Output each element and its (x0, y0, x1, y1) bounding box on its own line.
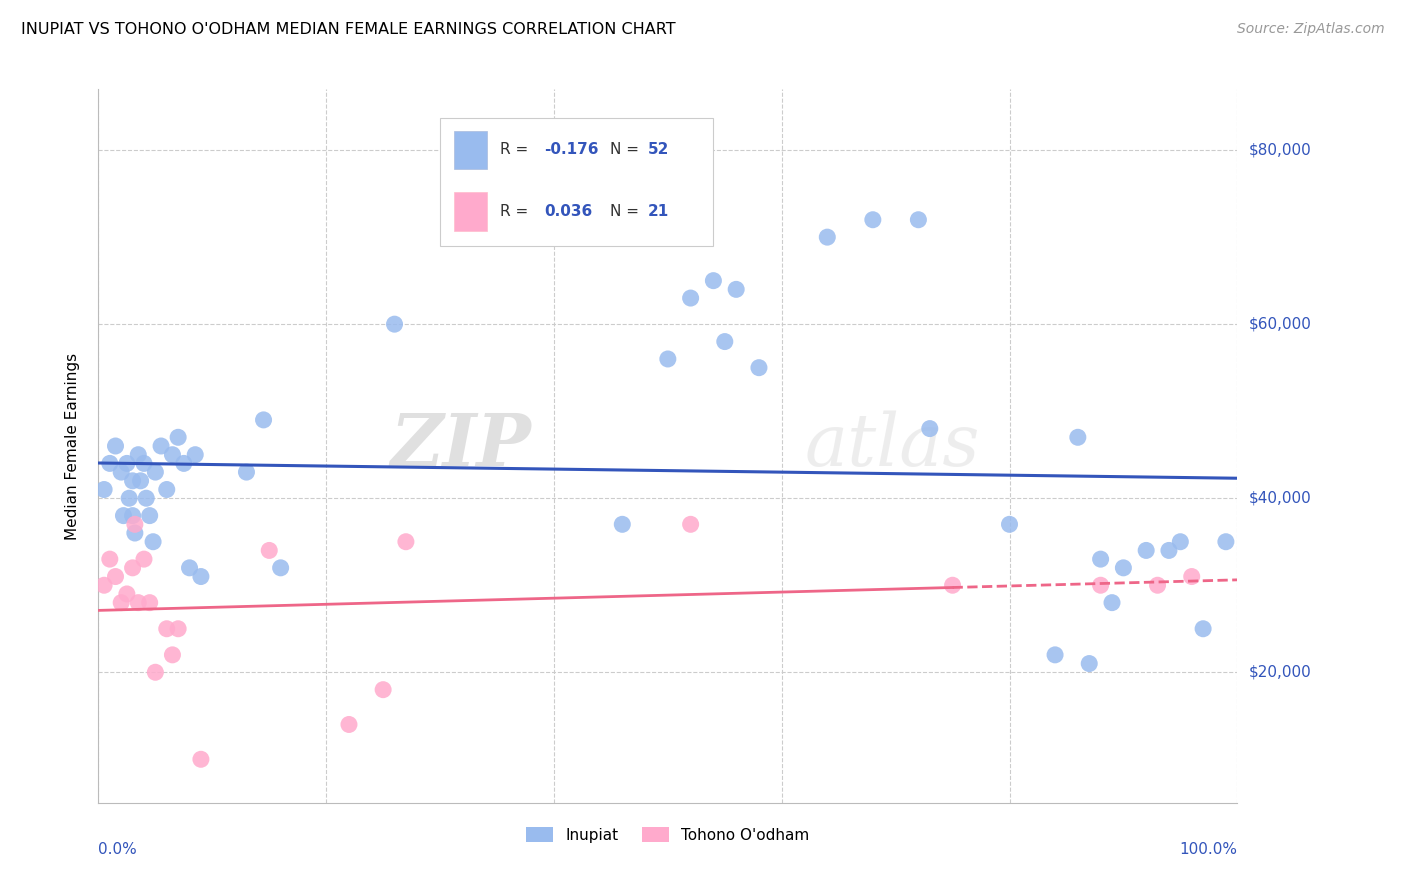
Point (1043, 648, 1066, 662)
Point (270, 561, 292, 575)
Point (1112, 561, 1135, 575)
Point (1090, 578, 1112, 592)
Point (138, 596, 160, 610)
Point (150, 439, 173, 453)
Point (1101, 596, 1123, 610)
Text: $40,000: $40,000 (1249, 491, 1312, 506)
Text: Source: ZipAtlas.com: Source: ZipAtlas.com (1237, 22, 1385, 37)
Y-axis label: Median Female Earnings: Median Female Earnings (65, 352, 80, 540)
Point (127, 596, 149, 610)
Point (138, 508, 160, 523)
Point (1181, 569, 1204, 583)
Point (1135, 543, 1157, 558)
Point (104, 569, 127, 583)
Point (162, 448, 184, 462)
Point (142, 534, 165, 549)
Point (1090, 552, 1112, 566)
Point (748, 360, 770, 375)
Point (156, 622, 179, 636)
Point (167, 622, 190, 636)
Point (145, 465, 167, 479)
Point (129, 474, 152, 488)
Point (115, 457, 138, 471)
Point (115, 587, 138, 601)
Point (942, 578, 965, 592)
Point (156, 483, 179, 497)
Point (127, 448, 149, 462)
Text: INUPIAT VS TOHONO O'ODHAM MEDIAN FEMALE EARNINGS CORRELATION CHART: INUPIAT VS TOHONO O'ODHAM MEDIAN FEMALE … (21, 22, 676, 37)
Point (1192, 622, 1215, 636)
Point (98, 552, 121, 566)
Point (337, 717, 360, 731)
Point (132, 457, 155, 471)
Text: atlas: atlas (804, 410, 980, 482)
Point (252, 413, 274, 427)
Text: 0.0%: 0.0% (98, 842, 138, 857)
Point (679, 291, 702, 305)
Text: $20,000: $20,000 (1249, 665, 1312, 680)
Point (162, 648, 184, 662)
Point (679, 517, 702, 532)
Point (135, 491, 157, 506)
Point (124, 526, 146, 541)
Point (714, 334, 737, 349)
Point (1157, 543, 1180, 558)
Point (179, 561, 201, 575)
Point (190, 752, 212, 766)
Point (121, 561, 143, 575)
Point (190, 569, 212, 583)
Text: $60,000: $60,000 (1249, 317, 1312, 332)
Point (862, 212, 884, 227)
Point (702, 274, 724, 288)
Point (121, 474, 143, 488)
Point (1067, 430, 1090, 444)
Text: ZIP: ZIP (391, 410, 531, 482)
Point (612, 517, 634, 532)
Point (173, 457, 195, 471)
Point (1170, 534, 1192, 549)
Point (93, 483, 115, 497)
Text: $80,000: $80,000 (1249, 143, 1312, 158)
Point (98, 457, 121, 471)
Point (725, 282, 748, 296)
Point (110, 596, 132, 610)
Point (184, 448, 207, 462)
Point (395, 534, 418, 549)
Point (907, 212, 929, 227)
Point (93, 578, 115, 592)
Point (235, 465, 257, 479)
Point (998, 517, 1021, 532)
Point (121, 508, 143, 523)
Point (259, 543, 281, 558)
Legend: Inupiat, Tohono O'odham: Inupiat, Tohono O'odham (520, 821, 815, 848)
Text: 100.0%: 100.0% (1180, 842, 1237, 857)
Point (104, 439, 127, 453)
Point (118, 491, 141, 506)
Point (371, 682, 394, 697)
Point (918, 421, 941, 435)
Point (167, 430, 190, 444)
Point (112, 508, 135, 523)
Point (1215, 534, 1237, 549)
Point (132, 552, 155, 566)
Point (815, 230, 838, 244)
Point (1078, 657, 1101, 671)
Point (110, 465, 132, 479)
Point (1146, 578, 1168, 592)
Point (124, 517, 146, 532)
Point (384, 317, 406, 331)
Point (145, 665, 167, 680)
Point (657, 351, 679, 366)
